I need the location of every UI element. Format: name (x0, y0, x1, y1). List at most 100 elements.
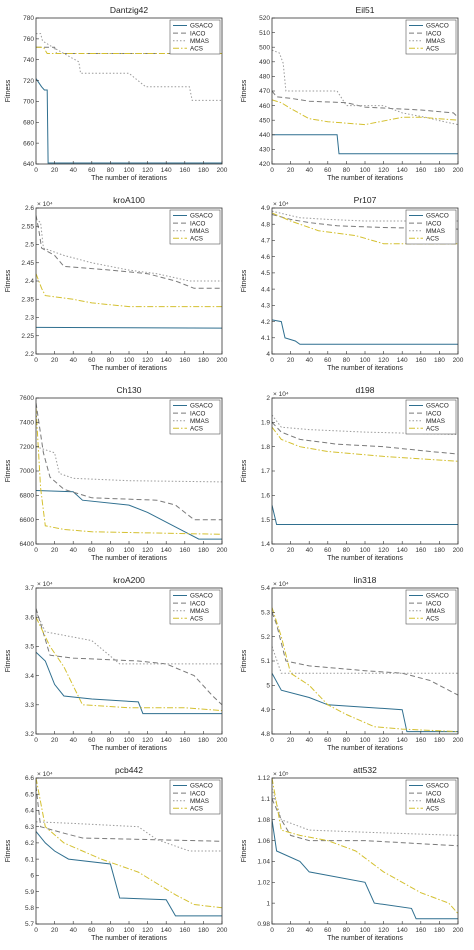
y-tick-label: 1.6 (261, 493, 270, 500)
y-tick-label: 450 (259, 117, 270, 124)
x-tick-label: 160 (415, 737, 426, 744)
y-axis-exponent: × 10⁴ (37, 771, 53, 778)
y-axis-exponent: × 10⁴ (273, 581, 289, 588)
x-tick-label: 120 (378, 547, 389, 554)
x-tick-label: 180 (434, 167, 445, 174)
y-tick-label: 6600 (20, 517, 35, 524)
series-line-acs (36, 778, 222, 909)
series-line-gsaco (272, 319, 458, 345)
y-tick-label: 6400 (20, 541, 35, 548)
y-tick-label: 1.8 (261, 444, 270, 451)
series-line-iaco (272, 90, 458, 118)
series-line-mmas (272, 788, 458, 836)
y-tick-label: 3.7 (25, 585, 34, 592)
y-axis-label: Fitness (5, 269, 12, 292)
legend-label: GSACO (190, 783, 213, 790)
y-tick-label: 6.2 (25, 840, 34, 847)
legend-label: IACO (426, 220, 441, 227)
series-line-iaco (36, 786, 222, 842)
series-line-mmas (36, 821, 222, 852)
legend-label: MMAS (426, 798, 445, 805)
y-tick-label: 6.5 (25, 791, 34, 798)
x-tick-label: 40 (306, 737, 314, 744)
series-line-iaco (36, 215, 222, 289)
x-tick-label: 140 (161, 737, 172, 744)
chart-title: d198 (356, 385, 375, 395)
y-tick-label: 760 (23, 36, 34, 43)
y-tick-label: 5.3 (261, 610, 270, 617)
x-tick-label: 80 (343, 927, 351, 934)
x-tick-label: 20 (51, 167, 59, 174)
x-tick-label: 0 (34, 547, 38, 554)
chart-title: Pr107 (354, 195, 377, 205)
y-tick-label: 700 (23, 99, 34, 106)
x-tick-label: 100 (360, 547, 371, 554)
y-tick-label: 5.2 (261, 634, 270, 641)
x-tick-label: 160 (415, 167, 426, 174)
legend-label: IACO (426, 30, 441, 37)
y-tick-label: 1.08 (257, 817, 270, 824)
y-tick-label: 480 (259, 74, 270, 81)
y-tick-label: 6800 (20, 493, 35, 500)
y-axis-label: Fitness (241, 269, 248, 292)
series-line-gsaco (272, 672, 458, 733)
y-tick-label: 720 (23, 78, 34, 85)
series-line-acs (272, 212, 458, 245)
y-tick-label: 7200 (20, 444, 35, 451)
series-line-iaco (272, 421, 458, 455)
x-tick-label: 100 (360, 737, 371, 744)
y-tick-label: 1 (266, 900, 270, 907)
y-axis-label: Fitness (241, 459, 248, 482)
y-tick-label: 4.8 (261, 221, 270, 228)
legend-label: ACS (426, 236, 439, 243)
x-tick-label: 60 (88, 357, 96, 364)
legend-label: MMAS (426, 38, 445, 45)
x-tick-label: 60 (324, 737, 332, 744)
y-tick-label: 6.6 (25, 775, 34, 782)
x-tick-label: 100 (124, 547, 135, 554)
x-tick-label: 200 (453, 547, 464, 554)
x-tick-label: 200 (217, 357, 228, 364)
series-line-mmas (272, 49, 458, 126)
x-tick-label: 100 (360, 927, 371, 934)
x-axis-label: The number of iterations (327, 555, 403, 562)
series-line-gsaco (36, 651, 222, 715)
y-axis-label: Fitness (5, 459, 12, 482)
x-tick-label: 100 (360, 167, 371, 174)
chart-panel-d198: d198 × 10⁴ 0 20 40 60 80 100 120 140 160 180 200 1.4 1… (241, 385, 464, 562)
y-tick-label: 5.9 (25, 889, 34, 896)
legend-label: ACS (426, 46, 439, 53)
x-tick-label: 140 (397, 737, 408, 744)
legend-label: GSACO (426, 23, 449, 30)
x-tick-label: 20 (287, 927, 295, 934)
x-axis-label: The number of iterations (327, 745, 403, 752)
x-tick-label: 60 (324, 547, 332, 554)
x-tick-label: 60 (324, 927, 332, 934)
series-line-mmas (272, 210, 458, 222)
x-tick-label: 40 (70, 547, 78, 554)
y-axis-exponent: × 10⁴ (37, 581, 53, 588)
x-tick-label: 80 (343, 737, 351, 744)
y-tick-label: 3.6 (25, 614, 34, 621)
legend-label: ACS (190, 236, 203, 243)
x-tick-label: 60 (88, 737, 96, 744)
y-tick-label: 460 (259, 103, 270, 110)
y-axis-exponent: × 10⁵ (273, 771, 289, 778)
x-tick-label: 80 (107, 737, 115, 744)
y-axis-label: Fitness (241, 839, 248, 862)
legend-label: MMAS (190, 38, 209, 45)
chart-title: Dantzig42 (110, 5, 149, 15)
legend-label: GSACO (426, 213, 449, 220)
legend-label: IACO (190, 790, 205, 797)
y-tick-label: 490 (259, 59, 270, 66)
series-line-gsaco (272, 134, 458, 155)
x-tick-label: 180 (198, 167, 209, 174)
series-line-acs (36, 273, 222, 308)
series-line-acs (272, 778, 458, 914)
y-axis-label: Fitness (5, 839, 12, 862)
